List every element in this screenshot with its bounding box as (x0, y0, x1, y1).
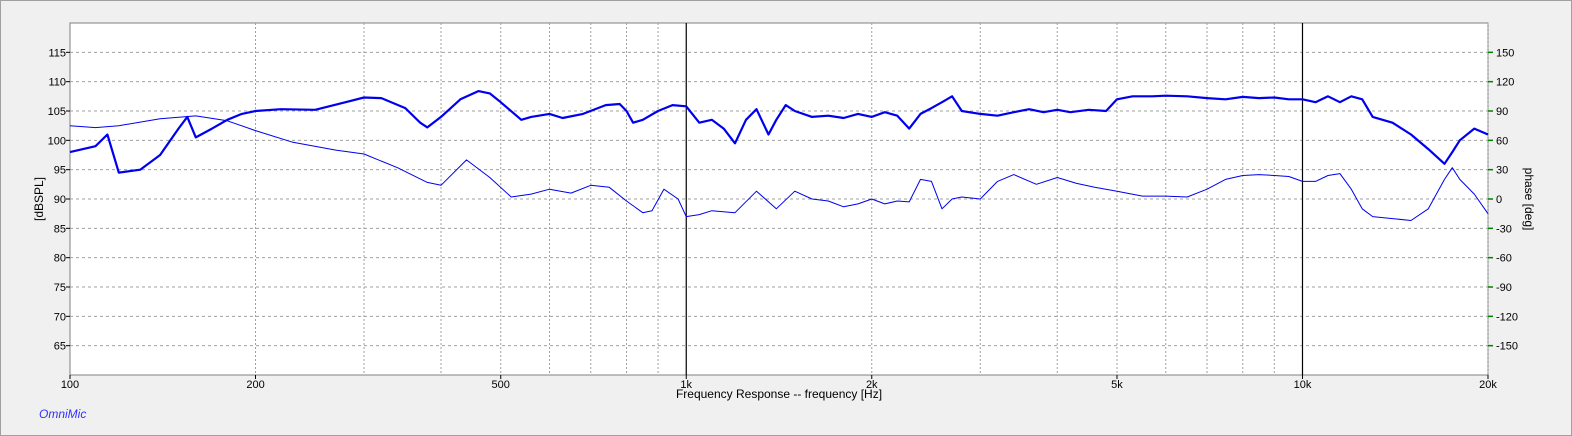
y-tick-label: 105 (48, 106, 66, 118)
x-tick-label: 100 (61, 379, 79, 391)
y-tick-label: 110 (48, 77, 66, 89)
y2-tick-label: -120 (1496, 311, 1518, 323)
y2-axis-title: phase [deg] (1522, 168, 1536, 231)
x-axis-ticks: 100 200 500 1k 2k 5k 10k 20k (61, 375, 1497, 391)
y-tick-label: 85 (54, 223, 66, 235)
x-tick-label: 200 (246, 379, 264, 391)
y-axis-ticks: 65 70 75 80 85 90 95 100 105 110 115 (48, 47, 70, 353)
y-tick-label: 80 (54, 253, 66, 265)
x-tick-label: 20k (1479, 379, 1497, 391)
y2-tick-label: 30 (1496, 165, 1508, 177)
x-tick-label: 500 (492, 379, 510, 391)
y-tick-label: 65 (54, 341, 66, 353)
x-tick-label: 5k (1111, 379, 1123, 391)
y2-tick-label: -60 (1496, 253, 1512, 265)
y-axis-title: [dBSPL] (32, 177, 46, 221)
y-tick-label: 90 (54, 194, 66, 206)
x-tick-label: 1k (680, 379, 692, 391)
y2-tick-label: 150 (1496, 47, 1514, 59)
y2-tick-label: 0 (1496, 194, 1502, 206)
y2-tick-label: 90 (1496, 106, 1508, 118)
x-axis-title: Frequency Response -- frequency [Hz] (676, 387, 882, 401)
phase-series-line (69, 115, 1489, 221)
y2-tick-label: 60 (1496, 135, 1508, 147)
y2-tick-label: -150 (1496, 341, 1518, 353)
x-tick-label: 10k (1294, 379, 1312, 391)
spl-series-line (69, 90, 1489, 174)
y2-tick-label: -90 (1496, 282, 1512, 294)
y-tick-label: 95 (54, 165, 66, 177)
y-tick-label: 75 (54, 282, 66, 294)
data-series (69, 90, 1489, 221)
y-tick-label: 100 (48, 135, 66, 147)
y-tick-label: 115 (48, 47, 66, 59)
y2-axis-ticks: -150 -120 -90 -60 -30 0 30 60 90 120 150 (1488, 47, 1518, 353)
brand-label: OmniMic (39, 407, 87, 421)
y2-tick-label: 120 (1496, 77, 1514, 89)
y-tick-label: 70 (54, 311, 66, 323)
y2-tick-label: -30 (1496, 223, 1512, 235)
x-tick-label: 2k (866, 379, 878, 391)
